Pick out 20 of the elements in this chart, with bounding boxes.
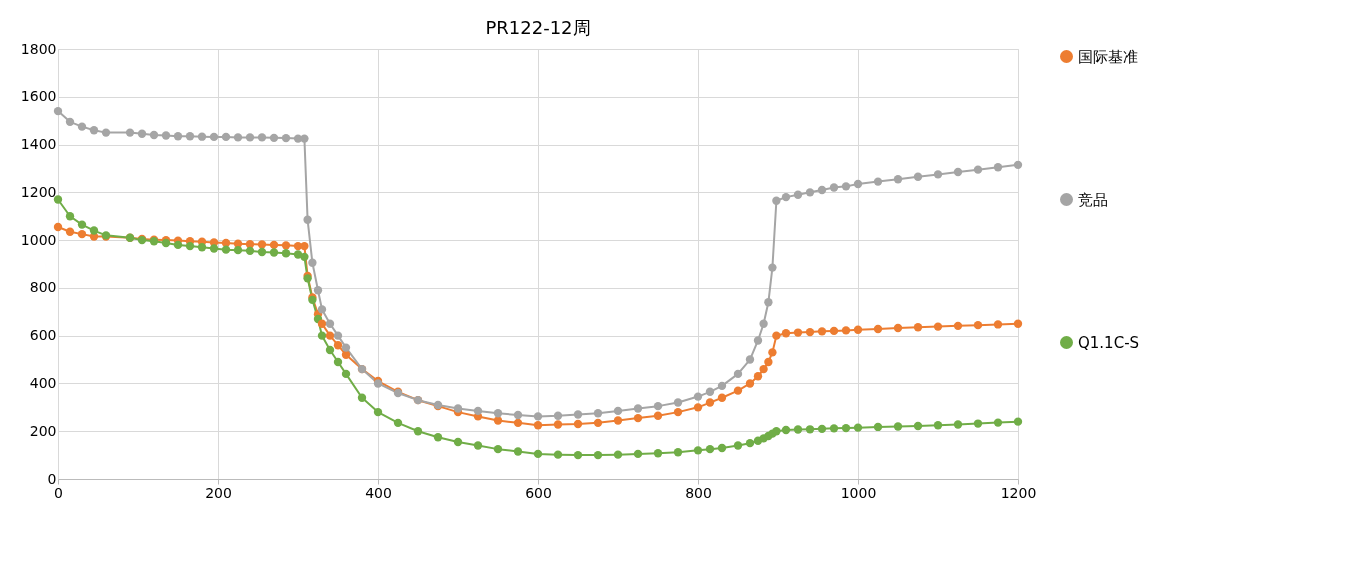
y-tick-label: 600 bbox=[29, 327, 57, 344]
x-tick-label: 1200 bbox=[1000, 484, 1037, 501]
legend-label: 竞品 bbox=[1078, 190, 1108, 209]
legend-label: Q1.1C-S bbox=[1078, 333, 1140, 352]
x-tick-label: 1000 bbox=[840, 484, 877, 501]
x-tick-label: 600 bbox=[525, 484, 552, 501]
y-tick-label: 1600 bbox=[20, 88, 57, 105]
y-tick-label: 1800 bbox=[20, 40, 57, 57]
y-tick-label: 800 bbox=[29, 279, 57, 296]
y-tick-label: 0 bbox=[47, 470, 57, 487]
legend-label: 国际基准 bbox=[1078, 47, 1138, 66]
y-tick-label: 200 bbox=[29, 422, 57, 439]
y-tick-label: 1200 bbox=[20, 183, 57, 200]
x-tick-label: 400 bbox=[365, 484, 392, 501]
y-tick-label: 1000 bbox=[20, 231, 57, 248]
x-tick-label: 200 bbox=[205, 484, 232, 501]
chart-title: PR122-12周 bbox=[485, 17, 591, 38]
y-tick-label: 1400 bbox=[20, 136, 57, 153]
x-tick-label: 800 bbox=[685, 484, 712, 501]
y-tick-label: 400 bbox=[29, 374, 57, 391]
